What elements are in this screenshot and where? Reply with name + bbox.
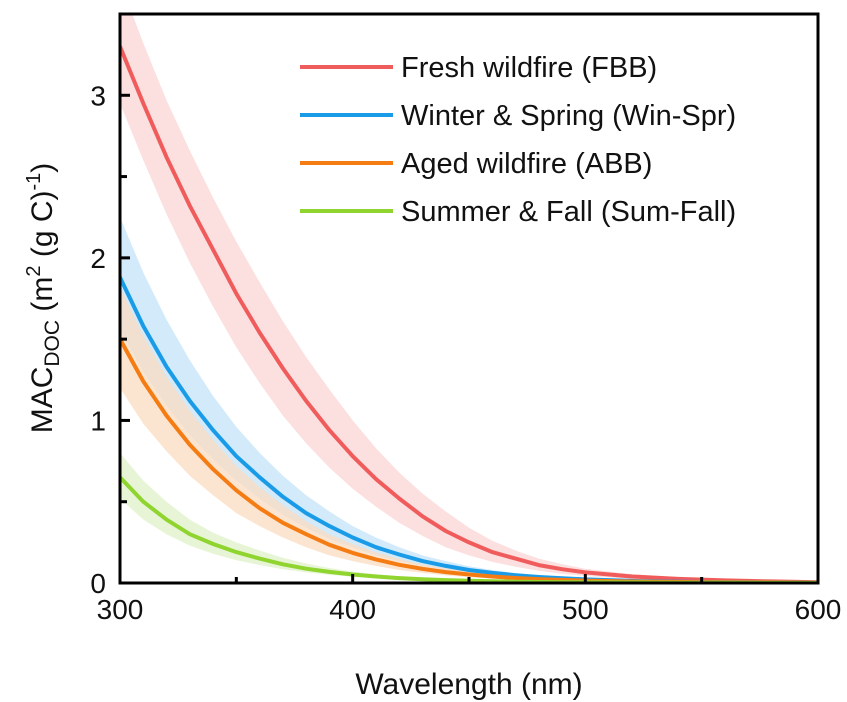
band-winter-spring-win-spr (120, 217, 818, 583)
x-tick-label: 400 (329, 594, 376, 625)
y-axis-label-units-close: ) (26, 163, 59, 173)
x-axis: 300 400 500 600 (97, 574, 842, 625)
uncertainty-bands (120, 14, 818, 583)
y-tick-label: 1 (90, 405, 106, 436)
y-tick-label: 0 (90, 568, 106, 599)
legend-label-fresh-wildfire-fbb: Fresh wildfire (FBB) (401, 52, 657, 84)
x-tick-label: 300 (97, 594, 144, 625)
x-tick-label: 500 (562, 594, 609, 625)
y-axis-label-base: MAC (26, 367, 59, 434)
y-axis: 0 1 2 3 (90, 12, 130, 599)
series-line-fresh-wildfire-fbb (120, 44, 818, 583)
y-axis-label-units-sup2: -1 (23, 173, 45, 191)
legend: Fresh wildfire (FBB) Winter & Spring (Win… (300, 52, 736, 228)
y-tick-label: 3 (90, 80, 106, 111)
x-tick-label: 600 (795, 594, 842, 625)
legend-label-aged-wildfire-abb: Aged wildfire (ABB) (401, 148, 652, 180)
x-axis-label: Wavelength (nm) (355, 668, 582, 701)
y-axis-label-units-open: (m (26, 277, 59, 320)
y-axis-label-units-sup: 2 (23, 266, 45, 277)
y-axis-label-subscript: DOC (41, 320, 64, 367)
legend-label-winter-spring-win-spr: Winter & Spring (Win-Spr) (401, 100, 736, 132)
legend-label-summer-fall-sum-fall: Summer & Fall (Sum-Fall) (401, 196, 736, 228)
y-axis-label: MACDOC (m2 (g C)-1) (23, 163, 64, 434)
y-axis-label-units-mid: (g C) (26, 191, 59, 266)
band-fresh-wildfire-fbb (120, 14, 818, 583)
y-tick-label: 2 (90, 243, 106, 274)
